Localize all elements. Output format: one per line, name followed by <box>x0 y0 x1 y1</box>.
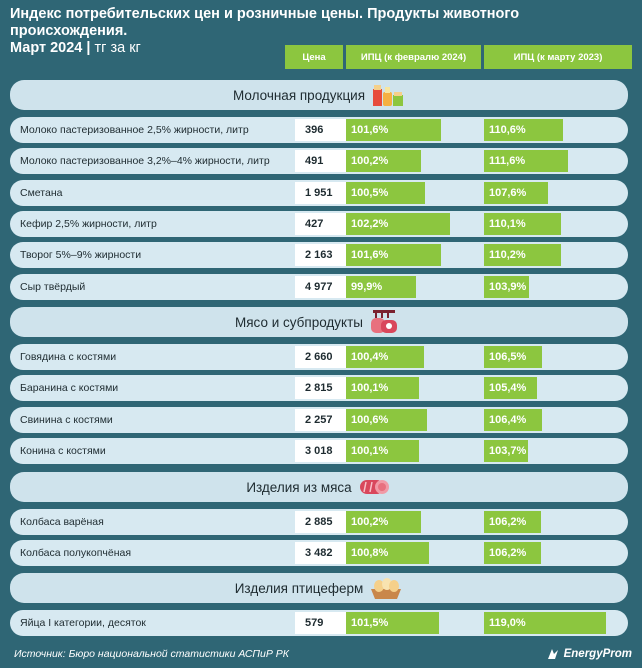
cpi-mar-bar: 103,9% <box>484 276 530 298</box>
product-name: Творог 5%–9% жирности <box>20 249 142 261</box>
cpi-mar-bar: 110,1% <box>484 213 561 235</box>
cpi-mar-bar: 103,7% <box>484 440 529 462</box>
cpi-feb-bar: 102,2% <box>346 213 450 235</box>
section-title: Изделия из мяса <box>246 479 352 495</box>
table-row: Кефир 2,5% жирности, литр 427 102,2% 110,1% <box>10 211 628 237</box>
cpi-mar-bar: 110,6% <box>484 119 564 141</box>
unit-label: тг за кг <box>94 40 141 56</box>
price-value: 3 018 <box>295 440 353 462</box>
source-note: Источник: Бюро национальной статистики А… <box>14 648 289 660</box>
cpi-feb-bar: 100,6% <box>346 409 427 431</box>
product-name: Сметана <box>20 187 63 199</box>
brand-name: EnergyProm <box>563 648 632 660</box>
price-value: 2 885 <box>295 511 353 533</box>
cpi-mar-bar: 105,4% <box>484 377 537 399</box>
cpi-feb-bar: 100,1% <box>346 377 420 399</box>
column-header-cpi-feb: ИПЦ (к февралю 2024) <box>346 45 481 69</box>
product-name: Колбаса полукопчёная <box>20 547 132 559</box>
table-row: Баранина с костями 2 815 100,1% 105,4% <box>10 375 628 401</box>
section-header: Изделия из мяса <box>10 472 628 502</box>
product-name: Сыр твёрдый <box>20 281 86 293</box>
cpi-feb-bar: 99,9% <box>346 276 417 298</box>
section-header: Изделия птицеферм <box>10 573 628 603</box>
column-header-price: Цена <box>285 45 343 69</box>
table-row: Конина с костями 3 018 100,1% 103,7% <box>10 438 628 464</box>
price-value: 427 <box>295 213 353 235</box>
unit-separator: | <box>86 40 95 56</box>
product-name: Конина с костями <box>20 445 106 457</box>
cpi-feb-bar: 101,6% <box>346 244 441 266</box>
table-row: Колбаса варёная 2 885 100,2% 106,2% <box>10 509 628 535</box>
energyprom-logo-icon <box>547 649 558 659</box>
product-name: Молоко пастеризованное 3,2%–4% жирности,… <box>20 155 270 167</box>
cpi-mar-bar: 119,0% <box>484 612 606 634</box>
table-row: Сметана 1 951 100,5% 107,6% <box>10 180 628 206</box>
cpi-feb-bar: 100,2% <box>346 150 421 172</box>
section-title: Мясо и субпродукты <box>235 314 363 330</box>
price-value: 2 163 <box>295 244 353 266</box>
chart-title: Индекс потребительских цен и розничные ц… <box>10 6 520 39</box>
cpi-feb-bar: 101,6% <box>346 119 441 141</box>
section-header: Мясо и субпродукты <box>10 307 628 337</box>
product-name: Молоко пастеризованное 2,5% жирности, ли… <box>20 124 249 136</box>
table-row: Яйца I категории, десяток 579 101,5% 119,0% <box>10 610 628 636</box>
cpi-feb-bar: 100,4% <box>346 346 424 368</box>
table-row: Сыр твёрдый 4 977 99,9% 103,9% <box>10 274 628 300</box>
price-value: 396 <box>295 119 353 141</box>
product-name: Баранина с костями <box>20 382 119 394</box>
eggs-icon <box>369 575 403 601</box>
cpi-mar-bar: 110,2% <box>484 244 562 266</box>
cpi-feb-bar: 100,5% <box>346 182 426 204</box>
price-value: 1 951 <box>295 182 353 204</box>
cpi-mar-bar: 106,2% <box>484 542 541 564</box>
price-value: 579 <box>295 612 353 634</box>
chart-subtitle: Март 2024 | тг за кг <box>10 40 632 57</box>
chart-header: Индекс потребительских цен и розничные ц… <box>0 0 642 56</box>
table-row: Творог 5%–9% жирности 2 163 101,6% 110,2% <box>10 242 628 268</box>
product-name: Яйца I категории, десяток <box>20 617 146 629</box>
milk-products-icon <box>371 83 405 107</box>
price-value: 4 977 <box>295 276 353 298</box>
price-value: 491 <box>295 150 353 172</box>
period-label: Март 2024 <box>10 40 83 56</box>
product-name: Колбаса варёная <box>20 516 104 528</box>
price-value: 2 815 <box>295 377 353 399</box>
cpi-mar-bar: 107,6% <box>484 182 548 204</box>
cpi-mar-bar: 106,4% <box>484 409 542 431</box>
price-value: 3 482 <box>295 542 353 564</box>
table-row: Колбаса полукопчёная 3 482 100,8% 106,2% <box>10 540 628 566</box>
price-value: 2 257 <box>295 409 353 431</box>
cpi-feb-bar: 100,2% <box>346 511 421 533</box>
section-title: Молочная продукция <box>232 87 366 103</box>
product-name: Кефир 2,5% жирности, литр <box>20 218 157 230</box>
price-value: 2 660 <box>295 346 353 368</box>
section-title: Изделия птицеферм <box>234 580 364 596</box>
cpi-mar-bar: 106,5% <box>484 346 543 368</box>
section-header: Молочная продукция <box>10 80 628 110</box>
cpi-mar-bar: 106,2% <box>484 511 541 533</box>
cpi-mar-bar: 111,6% <box>484 150 569 172</box>
sausage-icon <box>358 474 392 500</box>
product-name: Говядина с костями <box>20 351 117 363</box>
brand-logo: EnergyProm <box>546 647 632 661</box>
table-row: Молоко пастеризованное 3,2%–4% жирности,… <box>10 148 628 174</box>
table-row: Свинина с костями 2 257 100,6% 106,4% <box>10 407 628 433</box>
product-name: Свинина с костями <box>20 414 113 426</box>
cpi-feb-bar: 100,8% <box>346 542 430 564</box>
cpi-feb-bar: 101,5% <box>346 612 440 634</box>
cpi-feb-bar: 100,1% <box>346 440 420 462</box>
table-row: Молоко пастеризованное 2,5% жирности, ли… <box>10 117 628 143</box>
table-row: Говядина с костями 2 660 100,4% 106,5% <box>10 344 628 370</box>
meat-icon <box>369 309 403 335</box>
column-header-cpi-mar: ИПЦ (к марту 2023) <box>484 45 632 69</box>
